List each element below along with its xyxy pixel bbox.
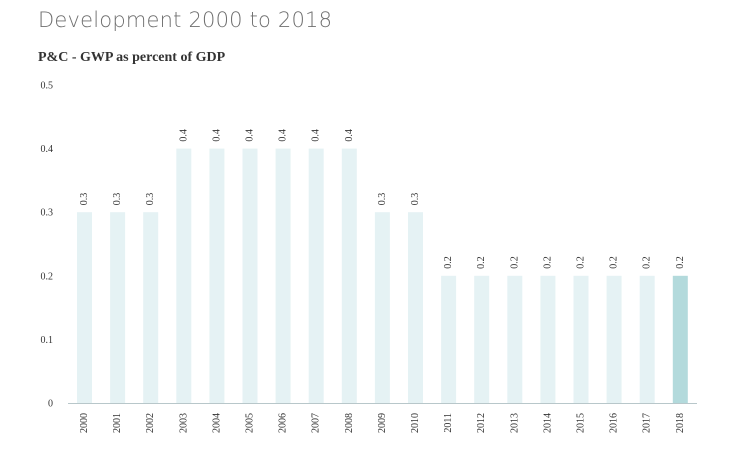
- bar-2001: [110, 212, 126, 403]
- x-tick-label-2011: 2011: [443, 413, 454, 433]
- data-label-2003: 0.4: [178, 129, 189, 142]
- data-label-2017: 0.2: [642, 256, 653, 269]
- y-tick-label: 0.4: [41, 144, 54, 155]
- x-tick-label-2013: 2013: [509, 413, 520, 433]
- x-tick-label-2009: 2009: [377, 413, 388, 433]
- data-label-2011: 0.2: [443, 256, 454, 269]
- bar-2007: [308, 148, 324, 403]
- data-label-2014: 0.2: [542, 256, 553, 269]
- y-tick-label: 0: [48, 399, 53, 410]
- x-tick-label-2008: 2008: [344, 413, 355, 433]
- y-tick-label: 0.5: [41, 81, 54, 92]
- bar-2003: [176, 148, 192, 403]
- x-tick-label-2007: 2007: [311, 413, 322, 433]
- bar-2000: [77, 212, 92, 403]
- bar-2002: [143, 212, 159, 403]
- bar-2016: [606, 275, 622, 403]
- y-tick-label: 0.3: [41, 208, 54, 219]
- bar-2009: [374, 212, 390, 403]
- bar-2010: [408, 212, 423, 403]
- x-tick-label-2016: 2016: [609, 413, 620, 433]
- data-label-2018: 0.2: [675, 256, 686, 269]
- data-label-2008: 0.4: [344, 129, 355, 142]
- x-tick-label-2010: 2010: [410, 413, 421, 433]
- x-tick-label-2005: 2005: [245, 413, 256, 433]
- bar-2006: [275, 148, 291, 403]
- bar-2013: [507, 275, 523, 403]
- bar-2011: [441, 275, 457, 403]
- x-axis-ticks: 2000 2001 2002 2003 2004 2005 2006 2007 2008 2009…: [79, 413, 686, 433]
- x-tick-label-2012: 2012: [476, 413, 487, 433]
- bar-2015: [573, 275, 589, 403]
- bar-2012: [474, 275, 490, 403]
- x-tick-label-2000: 2000: [79, 413, 90, 433]
- x-tick-label-2006: 2006: [278, 413, 289, 433]
- x-tick-label-2015: 2015: [576, 413, 587, 433]
- data-label-2006: 0.4: [278, 129, 289, 142]
- chart-title: P&C - GWP as percent of GDP: [38, 50, 226, 65]
- x-tick-label-2003: 2003: [178, 413, 189, 433]
- bar-2008: [341, 148, 357, 403]
- x-tick-label-2002: 2002: [145, 413, 156, 433]
- data-label-2010: 0.3: [410, 193, 421, 206]
- data-label-2000: 0.3: [79, 193, 90, 206]
- data-label-2016: 0.2: [609, 256, 620, 269]
- data-label-2001: 0.3: [112, 193, 123, 206]
- bar-2014: [540, 275, 556, 403]
- data-label-2002: 0.3: [145, 193, 156, 206]
- data-label-2013: 0.2: [509, 256, 520, 269]
- y-tick-label: 0.2: [41, 271, 54, 282]
- data-label-2015: 0.2: [576, 256, 587, 269]
- x-tick-label-2014: 2014: [542, 413, 553, 433]
- data-label-2009: 0.3: [377, 193, 388, 206]
- bar-2018: [672, 275, 688, 403]
- x-tick-label-2004: 2004: [211, 413, 222, 433]
- x-tick-label-2001: 2001: [112, 413, 123, 433]
- y-tick-label: 0.1: [41, 335, 54, 346]
- page-title: Development 2000 to 2018: [38, 8, 333, 32]
- y-axis-ticks: 0 0.1 0.2 0.3 0.4 0.5: [41, 81, 54, 410]
- bars: [77, 148, 688, 403]
- bar-2004: [209, 148, 225, 403]
- data-label-2007: 0.4: [311, 129, 322, 142]
- bar-2005: [242, 148, 258, 403]
- data-label-2012: 0.2: [476, 256, 487, 269]
- data-label-2005: 0.4: [245, 129, 256, 142]
- x-tick-label-2018: 2018: [675, 413, 686, 433]
- data-labels: 0.3 0.3 0.3 0.4 0.4 0.4 0.4 0.4 0.4 0.3 0.3 0.2 0.2 0…: [79, 129, 686, 269]
- x-tick-label-2017: 2017: [642, 413, 653, 433]
- data-label-2004: 0.4: [211, 129, 222, 142]
- bar-2017: [639, 275, 655, 403]
